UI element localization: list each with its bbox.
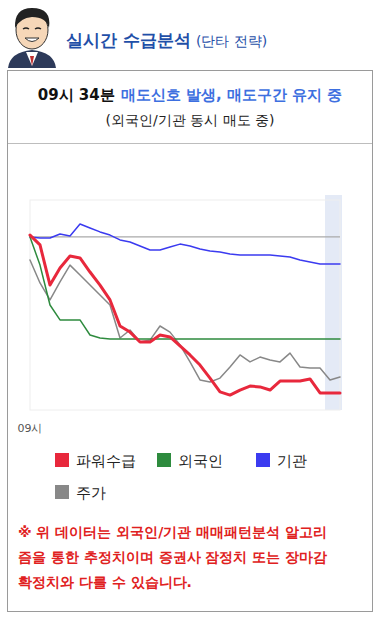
avatar	[8, 8, 56, 68]
status-time: 09시 34분	[38, 86, 115, 104]
legend-label: 기관	[277, 452, 307, 470]
title: 실시간 수급분석	[66, 30, 191, 50]
header: 실시간 수급분석 (단타 전략)	[66, 30, 267, 50]
legend-swatch	[55, 485, 69, 499]
status-line: 09시 34분 매도신호 발생, 매도구간 유지 중	[38, 86, 343, 104]
notice-line: 확정치와 다를 수 있습니다.	[18, 574, 192, 590]
status-signal: 매도신호 발생, 매도구간 유지 중	[121, 86, 343, 104]
legend-swatch	[55, 453, 69, 467]
legend-label: 주가	[76, 484, 106, 502]
panel-border	[8, 71, 373, 612]
grid-line	[30, 236, 340, 237]
avatar-smile	[25, 38, 39, 42]
legend-swatch	[256, 453, 270, 467]
avatar-tie	[30, 56, 34, 66]
series-line	[30, 235, 340, 395]
series-line	[30, 237, 340, 339]
avatar-hair	[15, 8, 49, 28]
avatar-suit	[8, 50, 56, 68]
subtitle: (단타 전략)	[196, 33, 267, 49]
legend-label: 외국인	[178, 452, 223, 470]
notice-line: 즘을 통한 추정치이며 증권사 잠정치 또는 장마감	[18, 549, 327, 565]
page: 실시간 수급분석 (단타 전략) 09시 34분 매도신호 발생, 매도구간 유지 중…	[0, 0, 380, 622]
avatar-eye	[35, 28, 41, 29]
legend-swatch	[157, 453, 171, 467]
plot-frame	[30, 200, 340, 410]
notice-line: ※ 위 데이터는 외국인/기관 매매패턴분석 알고리	[18, 524, 327, 540]
legend-label: 파워수급	[76, 452, 136, 470]
x-tick-label: 09시	[18, 422, 43, 435]
plot-lines	[30, 224, 340, 395]
separator	[8, 143, 372, 144]
status-detail: (외국인/기관 동시 매도 중)	[106, 112, 275, 128]
avatar-shirt	[26, 52, 38, 66]
series-line	[30, 260, 340, 382]
avatar-eye	[23, 28, 29, 29]
